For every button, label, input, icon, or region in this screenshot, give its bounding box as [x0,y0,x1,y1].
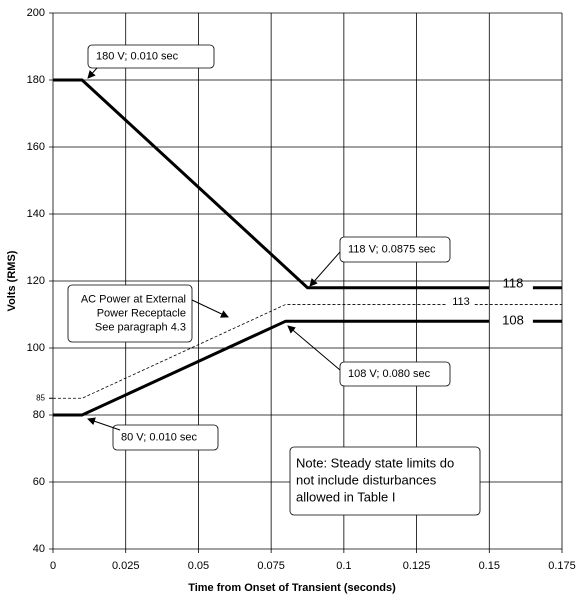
annotation-text: 80 V; 0.010 sec [121,431,198,443]
annotation-arrow [191,299,229,318]
series-line [53,304,562,399]
annotation-arrow [287,325,341,371]
annotation-box [289,446,481,516]
annotation-box [339,236,451,263]
annotation-box [87,44,215,69]
y-tick-label: 80 [33,409,45,421]
y-tick-label: 180 [27,74,45,86]
y-tick-label: 40 [33,543,45,555]
x-tick-label: 0.15 [479,560,500,572]
y-axis-label: Volts (RMS) [6,250,18,311]
line-label: 113 [452,296,470,308]
annotation-arrow [87,67,98,79]
x-tick-label: 0.125 [403,560,431,572]
annotation-arrow [309,251,341,287]
x-tick-label: 0.075 [257,560,285,572]
annotation-text: Power Receptacle [97,307,186,319]
annotation-text: AC Power at External [81,293,186,305]
annotation-text: allowed in Table I [296,489,396,504]
annotation-box [112,424,219,451]
line-label: 118 [503,275,524,290]
series-line [53,319,562,417]
y-tick-label: 140 [27,208,45,220]
x-tick-label: 0.025 [112,560,140,572]
x-axis-label: Time from Onset of Transient (seconds) [188,582,396,594]
annotation-arrow [87,417,121,431]
x-tick-label: 0.05 [188,560,209,572]
y-tick-label: 160 [27,141,45,153]
x-tick-label: 0.1 [336,560,351,572]
annotation-text: 118 V; 0.0875 sec [348,243,436,255]
y-tick-label: 60 [33,476,45,488]
annotation-box [67,284,193,343]
annotation-text: Note: Steady state limits do [296,455,454,470]
series-line [53,78,562,290]
annotation-text: not include disturbances [296,472,437,487]
y-tick-label: 100 [27,342,45,354]
y-tick-label: 200 [27,7,45,19]
y-tick-label: 85 [36,393,45,402]
x-tick-label: 0.175 [548,560,576,572]
x-tick-label: 0 [50,560,56,572]
annotation-text: 180 V; 0.010 sec [96,50,179,62]
y-tick-label: 120 [27,275,45,287]
annotation-box [339,361,451,387]
line-label: 108 [502,312,524,327]
annotation-text: 108 V; 0.080 sec [348,368,431,380]
annotation-text: See paragraph 4.3 [95,321,186,333]
